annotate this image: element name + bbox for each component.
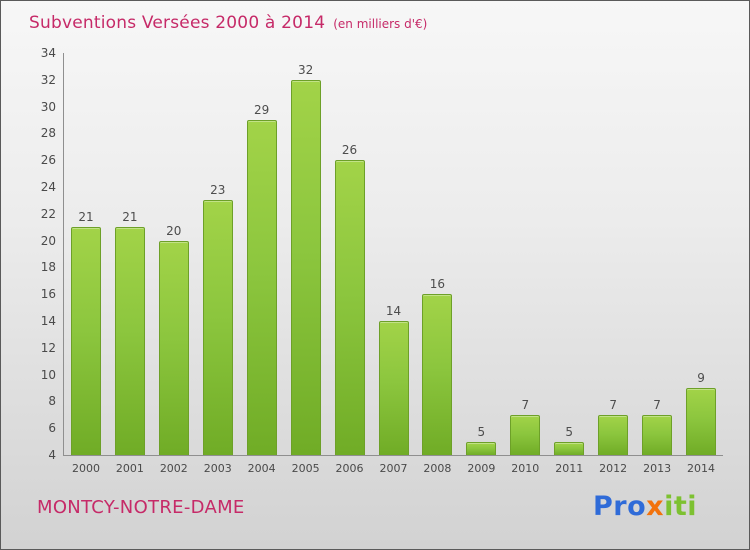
bar bbox=[334, 160, 365, 455]
bar-value-label: 7 bbox=[609, 397, 617, 412]
logo-part-iti: iti bbox=[664, 491, 697, 522]
bar bbox=[554, 441, 585, 455]
proxiti-logo: Proxiti bbox=[593, 491, 697, 522]
y-axis-tick-label: 34 bbox=[40, 46, 56, 60]
logo-part-x: x bbox=[646, 491, 665, 522]
y-axis-tick-label: 30 bbox=[40, 99, 56, 114]
y-axis-tick-label: 4 bbox=[48, 448, 56, 462]
x-axis-tick-label: 2014 bbox=[687, 462, 716, 475]
x-axis-tick-label: 2005 bbox=[291, 462, 320, 475]
x-axis-tick-label: 2001 bbox=[115, 462, 144, 475]
y-axis-tick-label: 8 bbox=[48, 394, 56, 409]
y-axis-tick-label: 14 bbox=[40, 314, 56, 328]
x-axis-tick-label: 2002 bbox=[159, 462, 188, 475]
bar-value-label: 29 bbox=[254, 103, 270, 117]
bar-value-label: 5 bbox=[477, 424, 486, 439]
bar bbox=[202, 200, 233, 455]
x-axis-tick-label: 2008 bbox=[423, 462, 452, 475]
bar-value-label: 7 bbox=[653, 397, 661, 412]
y-axis-tick-label: 32 bbox=[40, 72, 56, 87]
x-axis-tick-label: 2012 bbox=[599, 462, 628, 475]
x-axis-tick-label: 2007 bbox=[379, 462, 408, 475]
y-axis-tick-label: 16 bbox=[40, 287, 56, 302]
bar-value-label: 16 bbox=[429, 277, 446, 292]
plot-area: 4 6 8 10 12 14 16 18 20 22 24 26 28 30 32 34 21 2000 21 200… bbox=[41, 46, 723, 475]
y-axis-tick-label: 24 bbox=[40, 180, 56, 194]
bar bbox=[290, 79, 321, 455]
y-axis-tick-label: 20 bbox=[40, 233, 56, 248]
y-axis-tick-label: 12 bbox=[40, 340, 56, 355]
bar-value-label: 14 bbox=[385, 304, 402, 318]
bar-value-label: 7 bbox=[521, 397, 530, 412]
bar bbox=[598, 414, 629, 455]
y-axis-tick-label: 18 bbox=[40, 260, 56, 275]
bar-value-label: 32 bbox=[297, 62, 314, 77]
y-axis-tick-label: 10 bbox=[40, 367, 56, 382]
bar-value-label: 5 bbox=[565, 424, 574, 439]
bar-value-label: 21 bbox=[78, 210, 94, 225]
logo-part-pro: Pro bbox=[593, 491, 647, 522]
bar bbox=[422, 294, 453, 455]
x-axis-tick-label: 2011 bbox=[555, 462, 584, 475]
bar bbox=[686, 388, 717, 455]
x-axis-tick-label: 2003 bbox=[203, 462, 232, 475]
x-axis-tick-label: 2010 bbox=[511, 462, 540, 475]
bar bbox=[510, 414, 541, 455]
bar bbox=[158, 240, 189, 455]
commune-name: MONTCY-NOTRE-DAME bbox=[37, 497, 245, 518]
bar bbox=[466, 441, 497, 455]
x-axis-tick-label: 2000 bbox=[71, 462, 100, 475]
y-axis-tick-label: 6 bbox=[48, 421, 56, 436]
x-axis-tick-label: 2004 bbox=[247, 462, 276, 475]
y-axis-tick-label: 28 bbox=[40, 126, 56, 141]
x-axis-tick-label: 2009 bbox=[467, 462, 496, 475]
chart-header: Subventions Versées 2000 à 2014 (en milli… bbox=[29, 13, 427, 33]
bar-value-label: 21 bbox=[122, 210, 138, 225]
bar-value-label: 23 bbox=[210, 183, 226, 198]
bar-value-label: 20 bbox=[166, 223, 182, 238]
bar-value-label: 9 bbox=[697, 371, 705, 385]
bar bbox=[378, 321, 409, 455]
x-axis-tick-label: 2013 bbox=[643, 462, 672, 475]
chart-title: Subventions Versées 2000 à 2014 bbox=[29, 13, 326, 33]
x-axis-tick-label: 2006 bbox=[335, 462, 364, 475]
bar bbox=[246, 120, 277, 455]
bar bbox=[70, 227, 101, 455]
y-axis-tick-label: 22 bbox=[40, 206, 56, 221]
chart-subtitle: (en milliers d'€) bbox=[333, 17, 428, 31]
bar bbox=[114, 227, 145, 455]
y-axis-tick-label: 26 bbox=[40, 153, 56, 168]
bar bbox=[642, 414, 673, 455]
bar-value-label: 26 bbox=[341, 143, 358, 158]
